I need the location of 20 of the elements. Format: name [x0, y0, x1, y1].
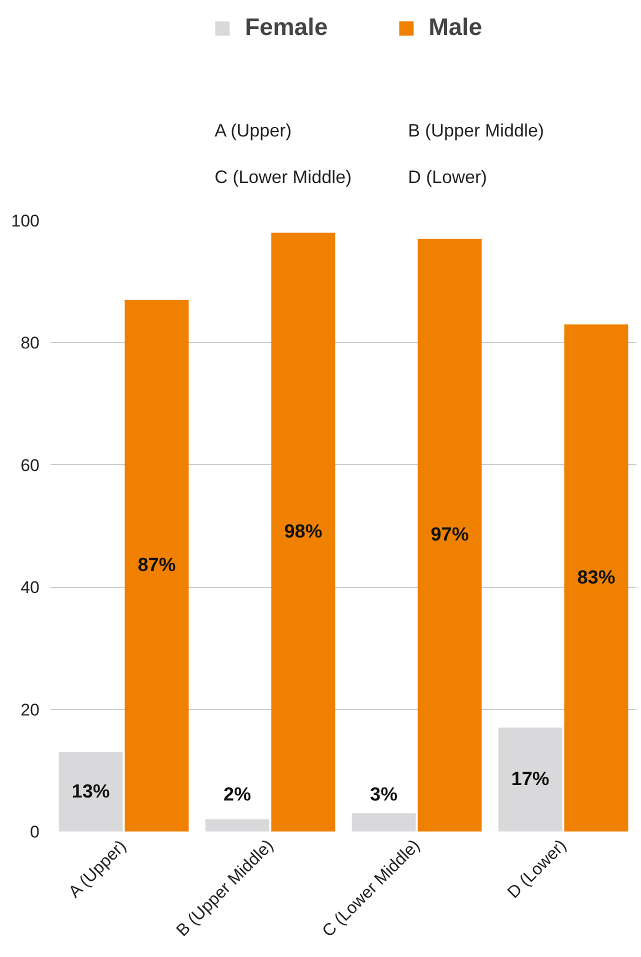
- category-label: A (Upper): [214, 120, 292, 141]
- legend-label: Male: [428, 14, 482, 42]
- data-label: 3%: [370, 784, 398, 806]
- y-tick-label: 20: [20, 700, 40, 720]
- y-tick-label: 80: [20, 334, 40, 353]
- legend-label: Female: [244, 14, 328, 42]
- data-label: 17%: [511, 769, 550, 790]
- category-label: C (Lower Middle): [214, 166, 352, 187]
- data-label: 2%: [224, 784, 252, 806]
- y-tick-label: 0: [30, 822, 40, 842]
- data-label: 87%: [138, 555, 176, 576]
- category-label: B (Upper Middle): [408, 120, 544, 141]
- y-tick-label: 40: [20, 578, 40, 598]
- data-label: 97%: [430, 524, 469, 546]
- data-label: 83%: [577, 567, 616, 588]
- data-label: 98%: [284, 522, 322, 543]
- category-label: D (Lower): [408, 166, 487, 187]
- data-label: 13%: [72, 781, 110, 802]
- y-tick-label: 60: [20, 456, 40, 475]
- y-tick-label: 100: [11, 212, 40, 230]
